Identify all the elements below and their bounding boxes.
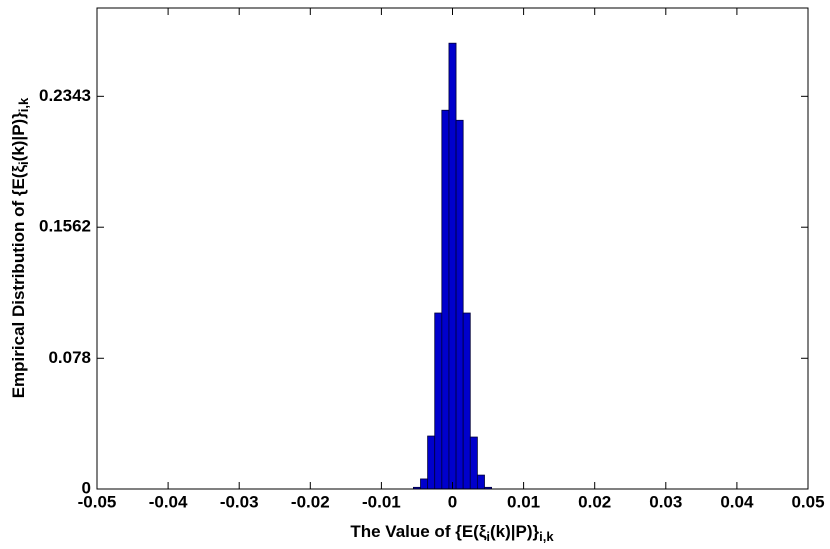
- label-subscript: i,k: [539, 529, 554, 544]
- bar: [441, 109, 450, 490]
- bar: [448, 42, 457, 490]
- x-tick-label: 0.05: [791, 492, 824, 511]
- y-tick-label: 0: [82, 478, 91, 497]
- bar: [462, 312, 471, 490]
- label-subscript: i: [16, 161, 31, 165]
- label-text: The Value of {E(ξ: [350, 522, 486, 541]
- x-tick-label: -0.02: [291, 492, 330, 511]
- label-text: Empirical Distribution of {E(ξ: [9, 165, 28, 399]
- label-text: (k)|P)}: [9, 112, 28, 162]
- label-subscript: i,k: [16, 97, 31, 112]
- x-tick-label: -0.03: [220, 492, 259, 511]
- x-axis-label: The Value of {E(ξi(k)|P)}i,k: [350, 522, 554, 544]
- bar: [427, 435, 436, 490]
- y-tick-label: 0.078: [48, 348, 91, 367]
- bar: [455, 119, 464, 490]
- y-tick-label: 0.2343: [39, 86, 91, 105]
- bar: [420, 478, 429, 490]
- x-tick-label: 0.04: [720, 492, 754, 511]
- x-tick-label: 0.03: [649, 492, 682, 511]
- x-tick-label: 0.01: [507, 492, 540, 511]
- bar: [476, 474, 485, 490]
- x-tick-label: -0.04: [149, 492, 188, 511]
- x-tick-label: 0: [448, 492, 457, 511]
- y-axis-label: Empirical Distribution of {E(ξi(k)|P)}i,…: [9, 97, 31, 398]
- x-tick-label: -0.01: [362, 492, 401, 511]
- label-subscript: i: [486, 529, 490, 544]
- x-tick-label: 0.02: [578, 492, 611, 511]
- bar: [469, 436, 478, 490]
- x-tick-label: -0.05: [78, 492, 117, 511]
- label-text: (k)|P)}: [490, 522, 540, 541]
- bar: [434, 312, 443, 490]
- y-tick-label: 0.1562: [39, 217, 91, 236]
